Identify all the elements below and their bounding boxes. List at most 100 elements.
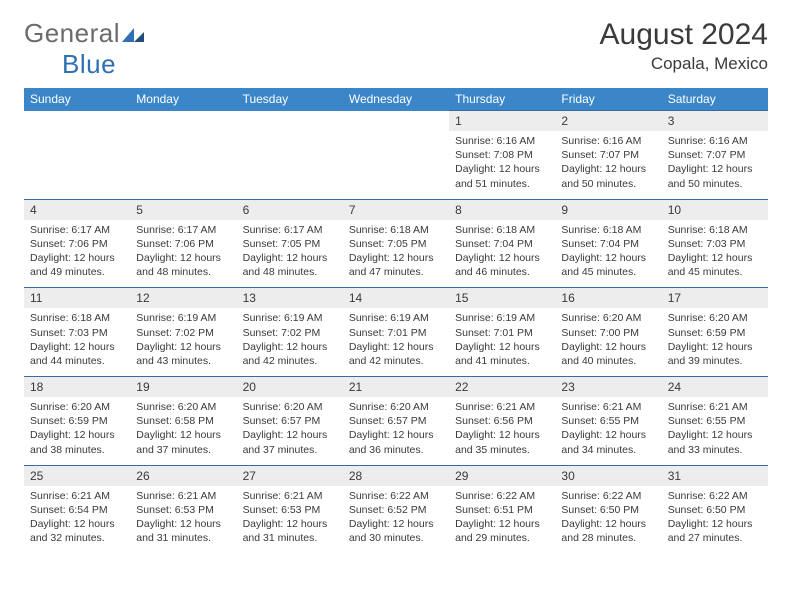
day-header: Wednesday	[343, 88, 449, 111]
day-detail-cell: Sunrise: 6:20 AMSunset: 6:57 PMDaylight:…	[237, 397, 343, 465]
day-detail-cell: Sunrise: 6:19 AMSunset: 7:02 PMDaylight:…	[130, 308, 236, 376]
header: General Blue August 2024 Copala, Mexico	[24, 18, 768, 80]
day-detail-cell: Sunrise: 6:20 AMSunset: 6:59 PMDaylight:…	[662, 308, 768, 376]
day-detail-cell	[130, 131, 236, 199]
day-number-cell: 1	[449, 111, 555, 132]
day-number-cell: 14	[343, 288, 449, 309]
day-detail-cell: Sunrise: 6:21 AMSunset: 6:54 PMDaylight:…	[24, 486, 130, 554]
day-detail-cell: Sunrise: 6:21 AMSunset: 6:55 PMDaylight:…	[662, 397, 768, 465]
logo-mark-icon	[122, 26, 144, 42]
day-header: Thursday	[449, 88, 555, 111]
day-detail-cell: Sunrise: 6:18 AMSunset: 7:04 PMDaylight:…	[555, 220, 661, 288]
day-detail-cell: Sunrise: 6:21 AMSunset: 6:56 PMDaylight:…	[449, 397, 555, 465]
day-detail-cell: Sunrise: 6:19 AMSunset: 7:02 PMDaylight:…	[237, 308, 343, 376]
day-detail-cell: Sunrise: 6:20 AMSunset: 6:59 PMDaylight:…	[24, 397, 130, 465]
day-detail-cell: Sunrise: 6:20 AMSunset: 6:57 PMDaylight:…	[343, 397, 449, 465]
day-number-cell: 10	[662, 199, 768, 220]
day-number-row: 45678910	[24, 199, 768, 220]
day-number-cell: 21	[343, 377, 449, 398]
day-number-cell: 25	[24, 465, 130, 486]
day-detail-cell: Sunrise: 6:17 AMSunset: 7:05 PMDaylight:…	[237, 220, 343, 288]
day-detail-cell: Sunrise: 6:22 AMSunset: 6:52 PMDaylight:…	[343, 486, 449, 554]
day-number-cell: 12	[130, 288, 236, 309]
day-number-cell: 4	[24, 199, 130, 220]
day-header: Monday	[130, 88, 236, 111]
day-number-cell: 24	[662, 377, 768, 398]
day-number-cell: 16	[555, 288, 661, 309]
day-number-cell: 5	[130, 199, 236, 220]
day-number-cell	[343, 111, 449, 132]
day-number-cell	[24, 111, 130, 132]
day-detail-row: Sunrise: 6:21 AMSunset: 6:54 PMDaylight:…	[24, 486, 768, 554]
day-detail-cell: Sunrise: 6:18 AMSunset: 7:05 PMDaylight:…	[343, 220, 449, 288]
day-number-cell: 19	[130, 377, 236, 398]
day-number-row: 123	[24, 111, 768, 132]
day-number-cell	[130, 111, 236, 132]
day-number-cell: 11	[24, 288, 130, 309]
day-detail-row: Sunrise: 6:18 AMSunset: 7:03 PMDaylight:…	[24, 308, 768, 376]
day-detail-cell: Sunrise: 6:20 AMSunset: 6:58 PMDaylight:…	[130, 397, 236, 465]
day-detail-cell: Sunrise: 6:18 AMSunset: 7:04 PMDaylight:…	[449, 220, 555, 288]
day-number-cell: 29	[449, 465, 555, 486]
day-number-row: 11121314151617	[24, 288, 768, 309]
logo-word2: Blue	[62, 49, 116, 79]
day-detail-cell: Sunrise: 6:21 AMSunset: 6:53 PMDaylight:…	[130, 486, 236, 554]
calendar-page: General Blue August 2024 Copala, Mexico …	[0, 0, 792, 612]
logo: General Blue	[24, 18, 144, 80]
day-detail-cell	[237, 131, 343, 199]
day-number-cell: 22	[449, 377, 555, 398]
day-number-cell: 26	[130, 465, 236, 486]
month-title: August 2024	[600, 18, 768, 52]
day-detail-cell: Sunrise: 6:18 AMSunset: 7:03 PMDaylight:…	[24, 308, 130, 376]
day-number-cell: 18	[24, 377, 130, 398]
calendar-table: SundayMondayTuesdayWednesdayThursdayFrid…	[24, 88, 768, 553]
day-detail-cell	[24, 131, 130, 199]
day-number-cell: 17	[662, 288, 768, 309]
logo-text: General Blue	[24, 18, 144, 80]
day-header: Saturday	[662, 88, 768, 111]
day-number-cell: 3	[662, 111, 768, 132]
day-detail-cell: Sunrise: 6:16 AMSunset: 7:07 PMDaylight:…	[555, 131, 661, 199]
day-number-cell: 8	[449, 199, 555, 220]
title-block: August 2024 Copala, Mexico	[600, 18, 768, 74]
day-detail-row: Sunrise: 6:16 AMSunset: 7:08 PMDaylight:…	[24, 131, 768, 199]
day-detail-cell: Sunrise: 6:17 AMSunset: 7:06 PMDaylight:…	[24, 220, 130, 288]
location: Copala, Mexico	[600, 54, 768, 74]
day-number-row: 18192021222324	[24, 377, 768, 398]
day-detail-cell: Sunrise: 6:22 AMSunset: 6:50 PMDaylight:…	[662, 486, 768, 554]
day-detail-row: Sunrise: 6:17 AMSunset: 7:06 PMDaylight:…	[24, 220, 768, 288]
day-detail-cell: Sunrise: 6:16 AMSunset: 7:07 PMDaylight:…	[662, 131, 768, 199]
day-detail-cell	[343, 131, 449, 199]
day-header: Friday	[555, 88, 661, 111]
day-detail-cell: Sunrise: 6:16 AMSunset: 7:08 PMDaylight:…	[449, 131, 555, 199]
day-number-cell: 7	[343, 199, 449, 220]
day-number-row: 25262728293031	[24, 465, 768, 486]
day-header: Tuesday	[237, 88, 343, 111]
day-number-cell	[237, 111, 343, 132]
day-number-cell: 9	[555, 199, 661, 220]
day-detail-cell: Sunrise: 6:22 AMSunset: 6:51 PMDaylight:…	[449, 486, 555, 554]
day-detail-cell: Sunrise: 6:17 AMSunset: 7:06 PMDaylight:…	[130, 220, 236, 288]
day-number-cell: 20	[237, 377, 343, 398]
day-number-cell: 2	[555, 111, 661, 132]
logo-word1: General	[24, 18, 120, 48]
calendar-head: SundayMondayTuesdayWednesdayThursdayFrid…	[24, 88, 768, 111]
day-detail-cell: Sunrise: 6:18 AMSunset: 7:03 PMDaylight:…	[662, 220, 768, 288]
day-detail-cell: Sunrise: 6:22 AMSunset: 6:50 PMDaylight:…	[555, 486, 661, 554]
day-number-cell: 23	[555, 377, 661, 398]
day-number-cell: 27	[237, 465, 343, 486]
day-detail-row: Sunrise: 6:20 AMSunset: 6:59 PMDaylight:…	[24, 397, 768, 465]
day-detail-cell: Sunrise: 6:21 AMSunset: 6:53 PMDaylight:…	[237, 486, 343, 554]
day-number-cell: 13	[237, 288, 343, 309]
day-number-cell: 28	[343, 465, 449, 486]
day-detail-cell: Sunrise: 6:21 AMSunset: 6:55 PMDaylight:…	[555, 397, 661, 465]
day-detail-cell: Sunrise: 6:19 AMSunset: 7:01 PMDaylight:…	[449, 308, 555, 376]
calendar-body: 123Sunrise: 6:16 AMSunset: 7:08 PMDaylig…	[24, 111, 768, 554]
day-detail-cell: Sunrise: 6:19 AMSunset: 7:01 PMDaylight:…	[343, 308, 449, 376]
day-header: Sunday	[24, 88, 130, 111]
day-number-cell: 6	[237, 199, 343, 220]
day-names-row: SundayMondayTuesdayWednesdayThursdayFrid…	[24, 88, 768, 111]
day-number-cell: 30	[555, 465, 661, 486]
day-detail-cell: Sunrise: 6:20 AMSunset: 7:00 PMDaylight:…	[555, 308, 661, 376]
day-number-cell: 15	[449, 288, 555, 309]
